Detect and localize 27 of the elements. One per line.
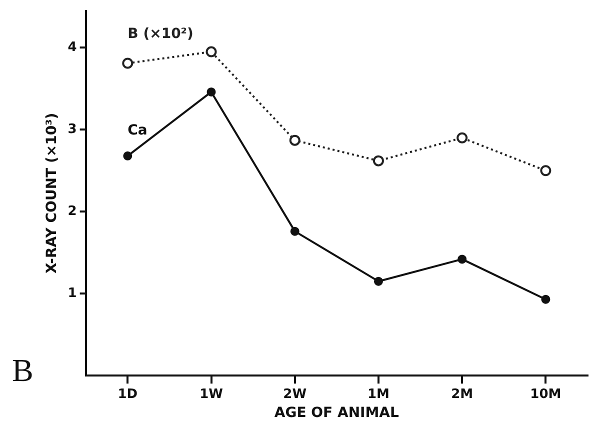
x-tick-label: 1M (367, 386, 390, 402)
x-tick-label: 2W (283, 386, 307, 402)
point (122, 58, 134, 69)
y-tick-label: 2 (68, 204, 77, 220)
y-tick-label: 3 (68, 122, 77, 138)
series-label: B (×10²) (128, 26, 194, 42)
point (541, 294, 550, 304)
point (206, 46, 217, 58)
point (458, 254, 467, 264)
x-tick-label: 1D (118, 386, 138, 402)
series-label: Ca (128, 122, 148, 139)
point (289, 134, 300, 146)
point (372, 155, 384, 166)
y-axis-title: X-RAY COUNT (×10³) (44, 112, 60, 274)
point (206, 87, 216, 96)
y-tick-label: 1 (68, 286, 77, 301)
y-tick-label: 4 (68, 40, 77, 56)
x-axis-title: AGE OF ANIMAL (274, 405, 400, 422)
text: B (12, 352, 34, 389)
point (123, 151, 132, 160)
x-tick-label: 1W (200, 386, 223, 402)
x-tick-label: 2M (451, 386, 474, 402)
point (540, 165, 552, 176)
point (290, 226, 300, 236)
point (374, 276, 383, 286)
x-tick-label: 10M (530, 386, 562, 402)
point (456, 132, 468, 144)
